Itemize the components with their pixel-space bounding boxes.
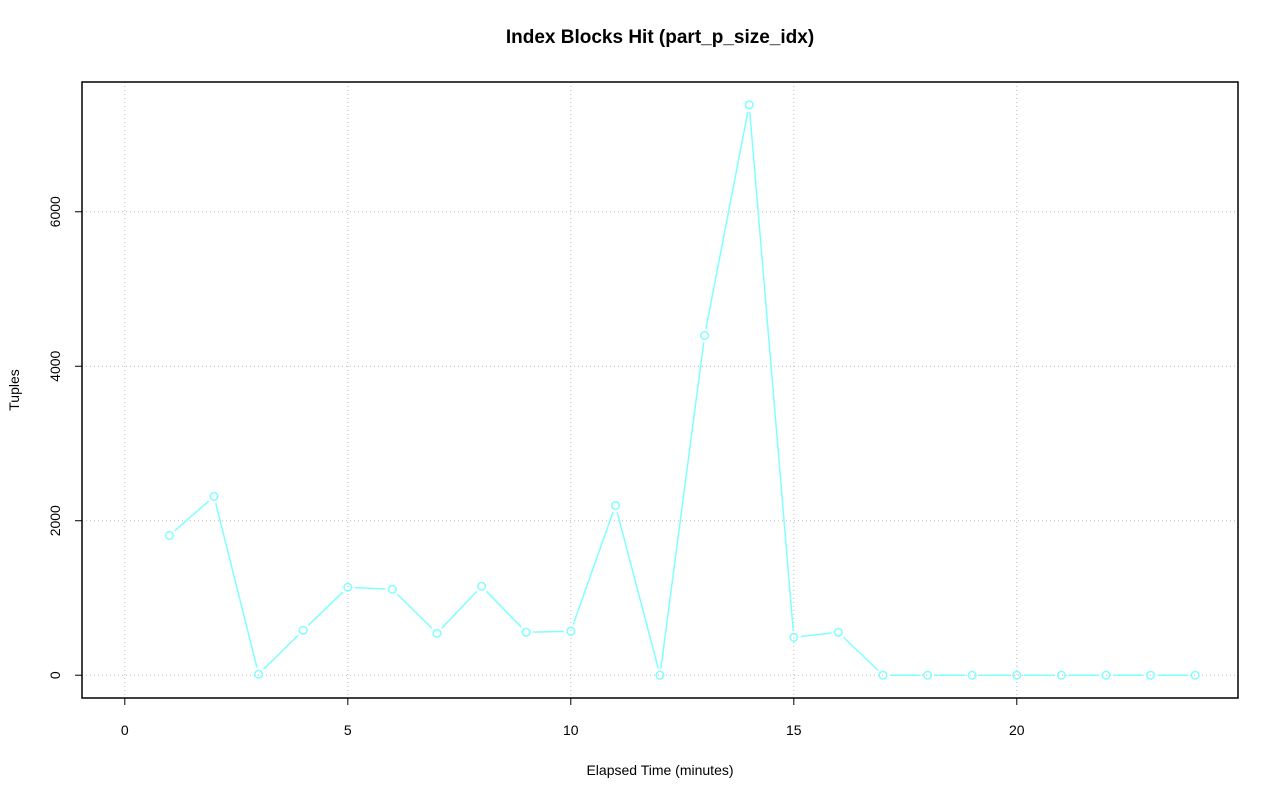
data-point [967, 670, 977, 680]
y-tick-label: 6000 [47, 196, 63, 227]
x-tick-label: 20 [1009, 722, 1025, 738]
data-point [298, 625, 308, 635]
data-point [1146, 670, 1156, 680]
data-point [833, 627, 843, 637]
chart-title: Index Blocks Hit (part_p_size_idx) [506, 27, 814, 48]
y-tick-label: 4000 [47, 350, 63, 381]
data-point [432, 628, 442, 638]
data-point [477, 581, 487, 591]
y-axis-label: Tuples [6, 369, 22, 411]
x-axis-label: Elapsed Time (minutes) [586, 762, 733, 778]
data-point [254, 669, 264, 679]
x-tick-label: 5 [344, 722, 352, 738]
x-tick-label: 15 [786, 722, 802, 738]
series-line [174, 111, 1189, 676]
y-tick-label: 2000 [47, 505, 63, 536]
data-point [164, 530, 174, 540]
plot-frame [81, 81, 1239, 699]
x-tick-label: 0 [121, 722, 129, 738]
data-point [1101, 670, 1111, 680]
data-point [566, 626, 576, 636]
data-point [700, 331, 710, 341]
data-point [521, 627, 531, 637]
data-point [610, 500, 620, 510]
data-point [387, 584, 397, 594]
data-point [789, 632, 799, 642]
data-point [744, 100, 754, 110]
data-point [1190, 670, 1200, 680]
data-point [655, 670, 665, 680]
data-point [343, 582, 353, 592]
data-point [1012, 670, 1022, 680]
data-point [878, 670, 888, 680]
x-tick-label: 10 [563, 722, 579, 738]
y-tick-label: 0 [47, 671, 63, 679]
data-point [1056, 670, 1066, 680]
data-point [923, 670, 933, 680]
data-point [209, 491, 219, 501]
